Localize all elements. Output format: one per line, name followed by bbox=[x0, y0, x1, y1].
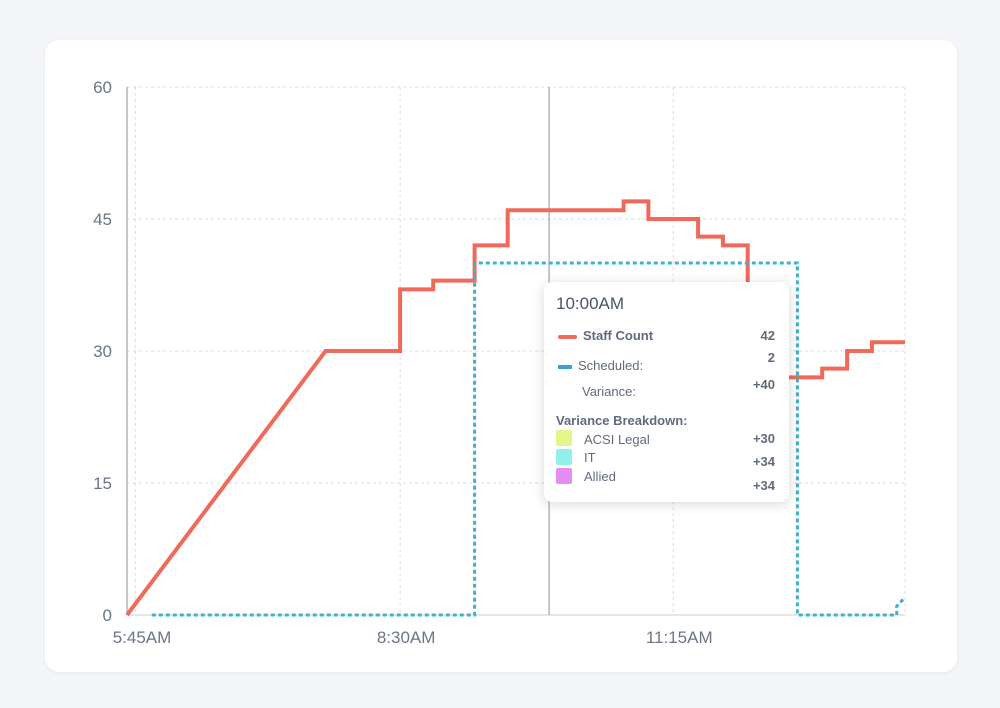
tooltip-scheduled-value: 2 bbox=[767, 350, 775, 365]
tooltip-staff-label: Staff Count bbox=[583, 328, 654, 343]
y-tick-label: 15 bbox=[93, 474, 112, 493]
y-tick-label: 45 bbox=[93, 210, 112, 229]
tooltip-scheduled-label: Scheduled: bbox=[578, 358, 644, 373]
scheduled-swatch bbox=[558, 364, 572, 369]
x-tick-label: 5:45AM bbox=[113, 628, 172, 647]
acsi-legal-swatch bbox=[556, 430, 572, 446]
allied-swatch bbox=[556, 468, 572, 484]
hover-tooltip: 10:00AM Staff Count 42 Scheduled: 2 Vari… bbox=[544, 282, 789, 502]
tooltip-variance-value: +40 bbox=[752, 377, 775, 392]
tooltip-variance-label: Variance: bbox=[582, 384, 636, 399]
breakdown-allied-value: +34 bbox=[752, 478, 775, 493]
tooltip-scheduled-row: Scheduled: bbox=[558, 358, 643, 373]
scheduled-line bbox=[151, 261, 907, 617]
y-tick-label: 30 bbox=[93, 342, 112, 361]
x-tick-label: 11:15AM bbox=[646, 628, 713, 647]
chart-card bbox=[45, 40, 957, 672]
breakdown-it-value: +34 bbox=[752, 454, 775, 469]
it-swatch bbox=[556, 449, 572, 465]
x-tick-label: 8:30AM bbox=[377, 628, 436, 647]
y-tick-label: 0 bbox=[103, 606, 112, 625]
staff-count-line bbox=[125, 199, 905, 617]
breakdown-it-label: IT bbox=[584, 450, 596, 465]
tooltip-staff-row: Staff Count bbox=[558, 328, 653, 343]
breakdown-acsi-legal-label: ACSI Legal bbox=[584, 432, 650, 447]
tooltip-staff-value: 42 bbox=[760, 328, 775, 343]
breakdown-allied-label: Allied bbox=[584, 469, 616, 484]
y-tick-label: 60 bbox=[93, 78, 112, 97]
tooltip-breakdown-title: Variance Breakdown: bbox=[556, 413, 688, 428]
breakdown-acsi-legal-value: +30 bbox=[752, 431, 775, 446]
tooltip-time: 10:00AM bbox=[556, 294, 625, 313]
staff-count-swatch bbox=[558, 334, 577, 339]
